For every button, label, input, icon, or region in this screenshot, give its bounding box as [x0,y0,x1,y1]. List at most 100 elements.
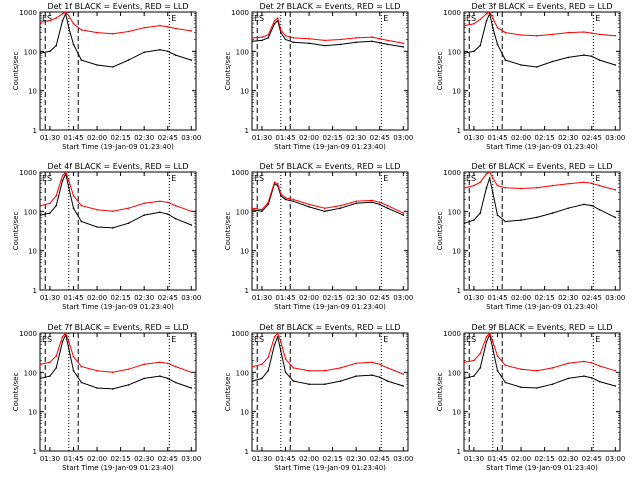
data-point-lld [492,177,494,179]
data-point-events [496,214,499,216]
data-point-lld [96,369,98,372]
series-line-events [40,12,192,68]
data-point-events [96,387,98,389]
x-tick-label: 02:15 [111,455,131,463]
x-tick-label: 02:30 [134,134,154,142]
data-point-lld [488,171,491,173]
data-point-lld [614,34,617,37]
data-point-lld [64,171,67,173]
data-point-events [598,208,601,211]
data-point-events [386,380,389,382]
data-point-events [378,42,381,44]
x-tick-label: 02:45 [370,134,390,142]
x-tick-label: 02:30 [134,455,154,463]
x-tick-label: 02:45 [158,134,178,142]
data-point-events [590,55,593,57]
marker-label-e: E [171,174,176,183]
x-tick-label: 01:30 [40,134,60,142]
data-point-events [112,66,114,68]
y-axis-label: Counts/sec [12,52,20,91]
data-point-events [473,375,475,377]
marker-label-e: E [595,14,600,23]
data-point-lld [598,184,601,187]
data-point-lld [614,189,617,191]
data-point-lld [614,369,617,372]
y-tick-label: 1000 [231,169,249,177]
data-point-lld [598,33,601,36]
data-point-events [324,210,326,213]
data-point-events [143,377,145,380]
data-point-events [536,216,538,219]
data-point-lld [479,18,482,21]
data-point-lld [143,202,145,205]
data-point-events [504,220,507,223]
x-tick-label: 02:15 [323,455,343,463]
data-point-lld [520,34,522,36]
data-point-lld [402,212,405,214]
x-tick-label: 02:00 [299,455,319,463]
data-point-lld [402,42,405,45]
data-point-lld [64,11,67,13]
data-point-events [590,377,593,379]
data-point-events [485,19,488,22]
panel-title: Det 6f BLACK = Events, RED = LLD [471,162,612,171]
x-tick-label: 02:45 [370,294,390,302]
data-point-lld [520,368,522,371]
data-point-lld [39,363,42,366]
data-point-events [355,202,358,205]
data-point-events [68,26,70,29]
data-point-events [371,374,373,376]
data-point-lld [112,210,114,213]
data-point-lld [280,29,282,31]
data-point-lld [308,37,310,40]
data-point-lld [143,26,145,29]
data-point-lld [504,364,507,367]
data-point-lld [292,367,295,369]
data-point-lld [583,31,585,33]
data-point-lld [504,186,507,189]
x-tick-label: 02:15 [535,455,555,463]
data-point-events [159,375,161,377]
series-line-events [252,183,404,216]
data-point-lld [371,199,373,202]
data-point-events [479,44,482,47]
x-tick-label: 03:00 [393,294,413,302]
y-tick-label: 10 [28,248,37,256]
data-point-events [339,207,342,209]
x-tick-label: 02:45 [582,294,602,302]
data-point-events [496,369,499,372]
y-tick-label: 1000 [231,9,249,17]
data-point-lld [55,355,57,357]
y-tick-label: 1000 [19,169,37,177]
marker-label-es: ES [466,335,476,344]
panel-det-1: Det 1f BLACK = Events, RED = LLD 1 10 100 10… [12,2,201,151]
data-point-lld [80,204,83,207]
marker-label-es: ES [42,335,52,344]
x-tick-label: 01:30 [252,455,272,463]
data-point-events [551,60,554,63]
data-point-lld [159,361,161,364]
data-point-lld [590,32,593,34]
data-point-events [292,200,295,203]
data-point-lld [551,184,554,187]
y-tick-label: 100 [24,208,37,216]
data-point-events [614,64,617,66]
panel-det-6: Det 6f BLACK = Events, RED = LLD 1 10 100 10… [436,162,625,311]
data-point-lld [567,362,569,365]
data-point-events [488,177,491,179]
x-tick-label: 01:45 [63,455,83,463]
x-tick-label: 02:15 [323,134,343,142]
x-tick-label: 02:30 [346,134,366,142]
x-tick-label: 01:30 [464,134,484,142]
data-point-lld [378,201,381,204]
data-point-lld [492,17,494,19]
marker-label-es: ES [466,14,476,23]
series-line-lld [464,11,616,37]
data-point-lld [143,363,145,366]
series-line-events [464,333,616,389]
data-point-events [485,340,488,343]
data-point-lld [386,39,389,42]
data-point-events [267,203,270,206]
data-point-events [174,381,177,384]
data-point-events [402,385,405,387]
